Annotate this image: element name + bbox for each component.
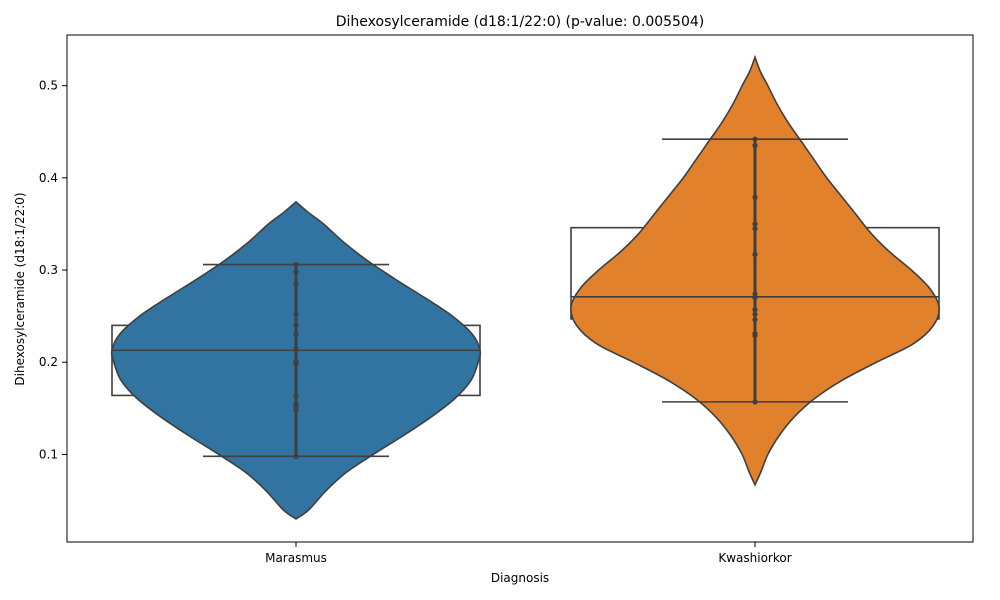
data-point [293, 393, 299, 399]
y-tick-label: 0.4 [39, 171, 58, 185]
data-point [293, 345, 299, 352]
data-point [752, 399, 758, 405]
data-point [293, 358, 299, 364]
y-tick-label: 0.2 [39, 355, 58, 369]
y-tick-label: 0.1 [39, 447, 58, 461]
x-tick-label: Marasmus [265, 551, 327, 565]
data-point [293, 453, 299, 459]
x-axis-label: Diagnosis [491, 571, 549, 585]
data-point [293, 331, 299, 338]
data-point [752, 311, 758, 317]
axes-frame [66, 34, 974, 543]
data-point [752, 194, 758, 200]
data-point [752, 221, 758, 227]
data-point [293, 281, 299, 287]
data-point [752, 295, 758, 301]
data-point [293, 261, 299, 268]
data-point [752, 143, 758, 149]
data-point [293, 311, 299, 317]
data-point [293, 322, 299, 328]
data-point [293, 407, 299, 413]
data-point [752, 331, 758, 337]
data-point [752, 251, 758, 257]
plot-area: 0.1 0.2 0.3 0.4 0.5 Marasmus Kwashiorkor [39, 34, 974, 565]
data-point [752, 225, 758, 232]
y-tick-label: 0.3 [39, 263, 58, 277]
chart-title: Dihexosylceramide (d18:1/22:0) (p-value:… [336, 14, 704, 30]
data-point [293, 401, 299, 407]
x-tick-label: Kwashiorkor [718, 551, 791, 565]
data-point [752, 307, 758, 313]
data-point [752, 136, 758, 142]
y-axis-label: Dihexosylceramide (d18:1/22:0) [13, 192, 27, 385]
data-point [752, 317, 758, 323]
y-tick-label: 0.5 [39, 79, 58, 93]
data-point [752, 291, 758, 297]
data-point [293, 269, 299, 275]
